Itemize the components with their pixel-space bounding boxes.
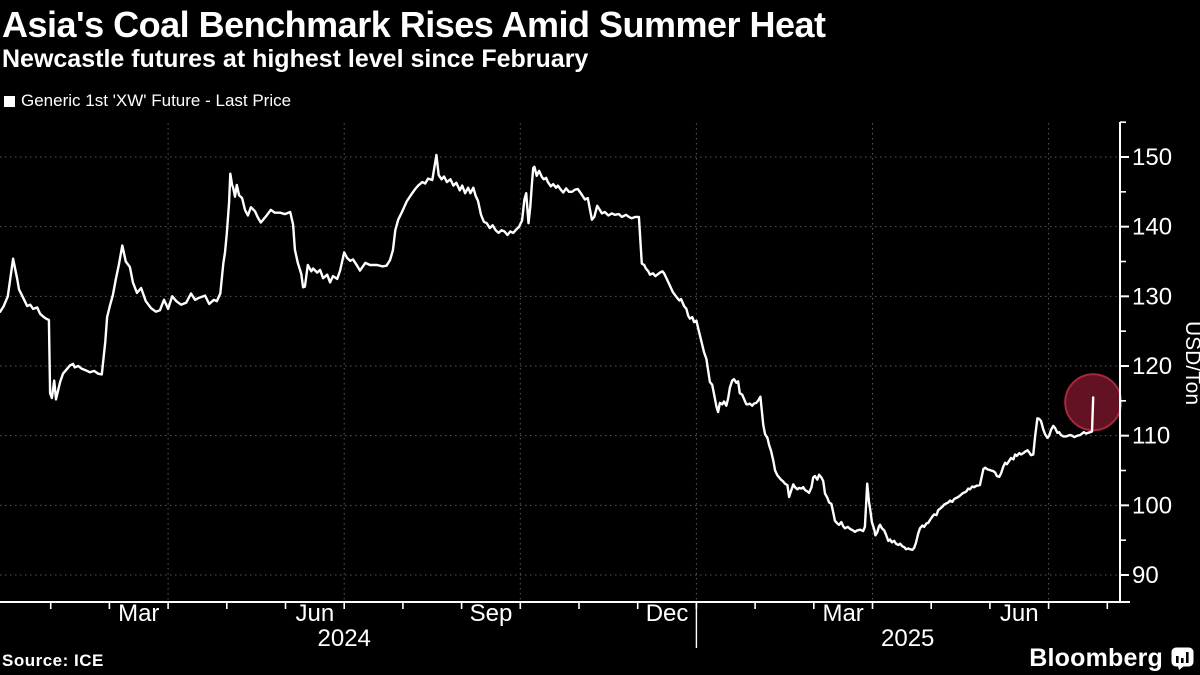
legend-label: Generic 1st 'XW' Future - Last Price — [21, 91, 292, 110]
y-tick-label: 140 — [1132, 214, 1172, 241]
legend-square-marker-icon — [4, 95, 15, 107]
x-month-label: Mar — [118, 600, 159, 627]
chart-subtitle: Newcastle futures at highest level since… — [2, 45, 589, 73]
x-month-label: Jun — [1000, 600, 1039, 627]
x-year-label: 2024 — [318, 625, 371, 652]
x-month-label: Sep — [470, 600, 513, 627]
bloomberg-wordmark: Bloomberg — [1029, 644, 1163, 672]
y-tick-label: 110 — [1132, 423, 1170, 450]
price-line — [0, 153, 1095, 552]
legend: Generic 1st 'XW' Future - Last Price — [4, 91, 291, 111]
chart-title: Asia's Coal Benchmark Rises Amid Summer … — [2, 4, 826, 45]
bloomberg-logo: Bloomberg — [1029, 644, 1194, 673]
y-tick-label: 100 — [1132, 492, 1172, 519]
y-axis-unit-label: USD/Ton — [1181, 321, 1200, 405]
y-tick-label: 120 — [1132, 353, 1172, 380]
x-year-label: 2025 — [881, 625, 934, 652]
x-month-label: Mar — [822, 600, 863, 627]
bloomberg-bar-chart-icon — [1171, 647, 1194, 670]
y-tick-label: 150 — [1132, 144, 1172, 171]
y-tick-label: 90 — [1132, 562, 1159, 589]
source-label: Source: ICE — [2, 651, 104, 670]
y-tick-label: 130 — [1132, 283, 1172, 310]
x-month-label: Jun — [295, 600, 334, 627]
x-month-label: Dec — [646, 600, 689, 627]
